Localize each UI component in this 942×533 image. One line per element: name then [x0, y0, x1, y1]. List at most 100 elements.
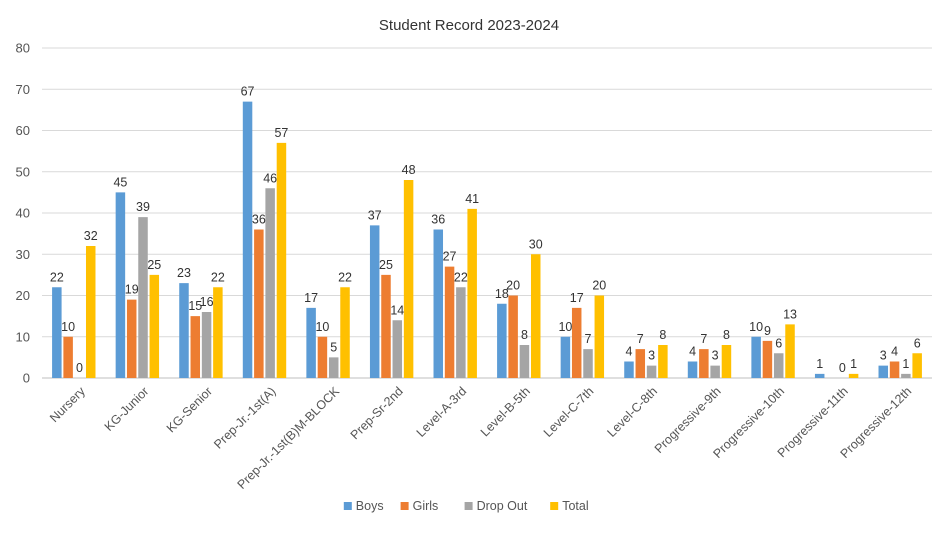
bar-boys	[497, 303, 507, 378]
data-label: 4	[689, 345, 696, 359]
bar-boys	[687, 361, 698, 378]
data-label: 20	[506, 279, 520, 293]
bar-total	[785, 324, 795, 378]
bar-girls	[381, 274, 391, 378]
bar-drop-out	[392, 320, 403, 378]
data-label: 37	[368, 208, 382, 222]
bar-drop-out	[583, 349, 593, 378]
x-tick-label: Prep-Sr-2nd	[348, 384, 406, 442]
bar-drop-out	[201, 312, 212, 378]
data-label: 1	[850, 357, 857, 371]
data-label: 67	[241, 85, 255, 99]
data-label: 14	[390, 303, 404, 317]
data-label: 0	[76, 361, 83, 375]
x-tick-label: Level-C-8th	[604, 384, 660, 440]
legend-swatch	[400, 502, 409, 510]
data-label: 46	[263, 171, 277, 185]
bars	[52, 101, 922, 378]
bar-total	[594, 295, 605, 378]
bar-boys	[560, 336, 571, 378]
data-label: 25	[379, 258, 393, 272]
data-label: 57	[274, 126, 288, 140]
bar-drop-out	[646, 365, 657, 378]
data-label: 1	[902, 357, 909, 371]
bar-boys	[624, 361, 634, 378]
bar-total	[530, 254, 541, 378]
bar-girls	[635, 349, 646, 378]
gridlines	[42, 47, 932, 379]
bar-girls	[762, 340, 773, 378]
data-label: 6	[914, 336, 921, 350]
legend-label: Drop Out	[477, 499, 528, 513]
data-label: 8	[521, 328, 528, 342]
legend-swatch	[550, 502, 559, 510]
data-label: 27	[443, 250, 457, 264]
data-label: 7	[585, 332, 592, 346]
bar-total	[85, 246, 96, 378]
data-label: 1	[816, 357, 823, 371]
data-label: 45	[113, 175, 127, 189]
bar-total	[912, 353, 922, 378]
bar-girls	[571, 307, 582, 378]
data-label: 20	[592, 279, 606, 293]
data-label: 8	[723, 328, 730, 342]
data-label: 36	[252, 213, 266, 227]
legend-label: Total	[562, 499, 588, 513]
x-tick-label: Level-B-5th	[478, 384, 533, 439]
x-tick-label: Level-C-7th	[541, 384, 597, 440]
bar-drop-out	[138, 217, 148, 378]
data-label: 17	[570, 291, 584, 305]
data-label: 10	[315, 320, 329, 334]
data-label: 36	[431, 213, 445, 227]
data-label: 5	[330, 340, 337, 354]
bar-boys	[242, 101, 253, 378]
data-label: 10	[61, 320, 75, 334]
data-label: 15	[188, 299, 202, 313]
bar-girls	[190, 316, 201, 378]
data-label: 16	[200, 295, 214, 309]
legend-label: Girls	[413, 499, 439, 513]
bar-total	[403, 180, 414, 378]
legend: Boys Girls Drop Out Total	[343, 499, 589, 513]
data-label: 22	[338, 270, 352, 284]
bar-girls	[254, 229, 264, 378]
legend-label: Boys	[356, 499, 384, 513]
bar-total	[149, 274, 160, 378]
data-label: 22	[211, 270, 225, 284]
y-tick-label: 50	[16, 164, 30, 179]
bar-boys	[878, 365, 889, 378]
data-label: 22	[454, 270, 468, 284]
y-tick-label: 20	[16, 288, 30, 303]
data-label: 41	[465, 192, 479, 206]
x-tick-label: KG-Junior	[102, 384, 152, 434]
x-tick-label: Level-A-3rd	[414, 384, 470, 440]
bar-girls	[317, 336, 328, 378]
bar-boys	[179, 283, 189, 378]
data-label: 10	[749, 320, 763, 334]
bar-total	[467, 208, 477, 378]
bar-drop-out	[456, 287, 466, 378]
data-label: 39	[136, 200, 150, 214]
data-label: 22	[50, 270, 64, 284]
data-label: 30	[529, 237, 543, 251]
bar-boys	[115, 192, 126, 378]
data-label: 0	[839, 361, 846, 375]
x-tick-label: Progressive-9th	[652, 384, 724, 456]
y-tick-label: 40	[16, 206, 30, 221]
data-label: 23	[177, 266, 191, 280]
bar-boys	[52, 287, 62, 378]
x-tick-label: Prep-Jr.-1st(A)	[211, 384, 278, 451]
bar-boys	[433, 229, 444, 378]
data-label: 4	[626, 345, 633, 359]
bar-total	[848, 373, 859, 378]
data-label: 7	[637, 332, 644, 346]
bar-drop-out	[328, 357, 339, 378]
bar-total	[213, 287, 223, 378]
bar-boys	[306, 307, 316, 378]
y-axis-ticks: 0 10 20 30 40 50 60 70 80	[16, 41, 30, 386]
x-tick-label: Nursery	[47, 384, 88, 425]
data-label: 13	[783, 307, 797, 321]
data-label: 19	[125, 283, 139, 297]
data-label: 17	[304, 291, 318, 305]
